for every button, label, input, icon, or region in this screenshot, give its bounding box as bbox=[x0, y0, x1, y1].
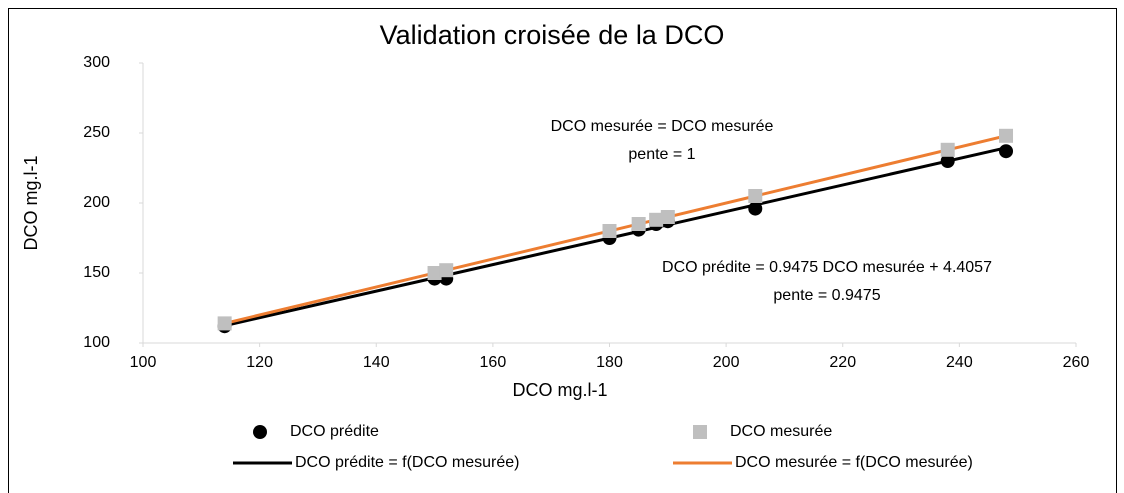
y-tick-label: 200 bbox=[83, 194, 110, 211]
point bbox=[660, 210, 675, 224]
point bbox=[748, 189, 763, 203]
x-tick-label: 140 bbox=[363, 354, 390, 371]
x-tick-label: 200 bbox=[713, 354, 740, 371]
legend-marker bbox=[693, 425, 707, 439]
chart-border bbox=[8, 8, 1117, 493]
y-tick-label: 100 bbox=[83, 334, 110, 351]
annotation: pente = 1 bbox=[628, 146, 695, 163]
annotation: DCO mesurée = DCO mesurée bbox=[551, 118, 774, 135]
point bbox=[940, 142, 955, 157]
point bbox=[999, 144, 1014, 159]
y-axis-label: DCO mg.l-1 bbox=[21, 155, 41, 250]
point bbox=[602, 224, 617, 238]
y-tick-label: 150 bbox=[83, 264, 110, 281]
x-tick-label: 240 bbox=[946, 354, 973, 371]
x-axis-label: DCO mg.l-1 bbox=[512, 380, 607, 400]
annotation: DCO prédite = 0.9475 DCO mesurée + 4.405… bbox=[662, 259, 992, 276]
legend-label: DCO mesurée = f(DCO mesurée) bbox=[735, 454, 973, 471]
x-tick-label: 260 bbox=[1063, 354, 1090, 371]
x-tick-label: 160 bbox=[480, 354, 507, 371]
y-tick-label: 250 bbox=[83, 124, 110, 141]
legend-label: DCO prédite = f(DCO mesurée) bbox=[295, 454, 520, 471]
x-tick-label: 120 bbox=[246, 354, 273, 371]
point bbox=[427, 266, 442, 280]
chart-title: Validation croisée de la DCO bbox=[380, 20, 725, 50]
x-tick-label: 220 bbox=[829, 354, 856, 371]
legend-label: DCO mesurée bbox=[730, 423, 832, 440]
point bbox=[649, 212, 664, 227]
point bbox=[748, 201, 763, 216]
point bbox=[217, 316, 232, 331]
annotation: pente = 0.9475 bbox=[773, 287, 880, 304]
point bbox=[631, 217, 646, 231]
x-tick-label: 100 bbox=[130, 354, 157, 371]
legend-marker bbox=[253, 425, 267, 439]
point bbox=[999, 128, 1014, 143]
legend-label: DCO prédite bbox=[290, 423, 379, 440]
x-tick-label: 180 bbox=[596, 354, 623, 371]
point bbox=[439, 263, 454, 278]
y-tick-label: 300 bbox=[83, 54, 110, 71]
point bbox=[940, 154, 955, 168]
